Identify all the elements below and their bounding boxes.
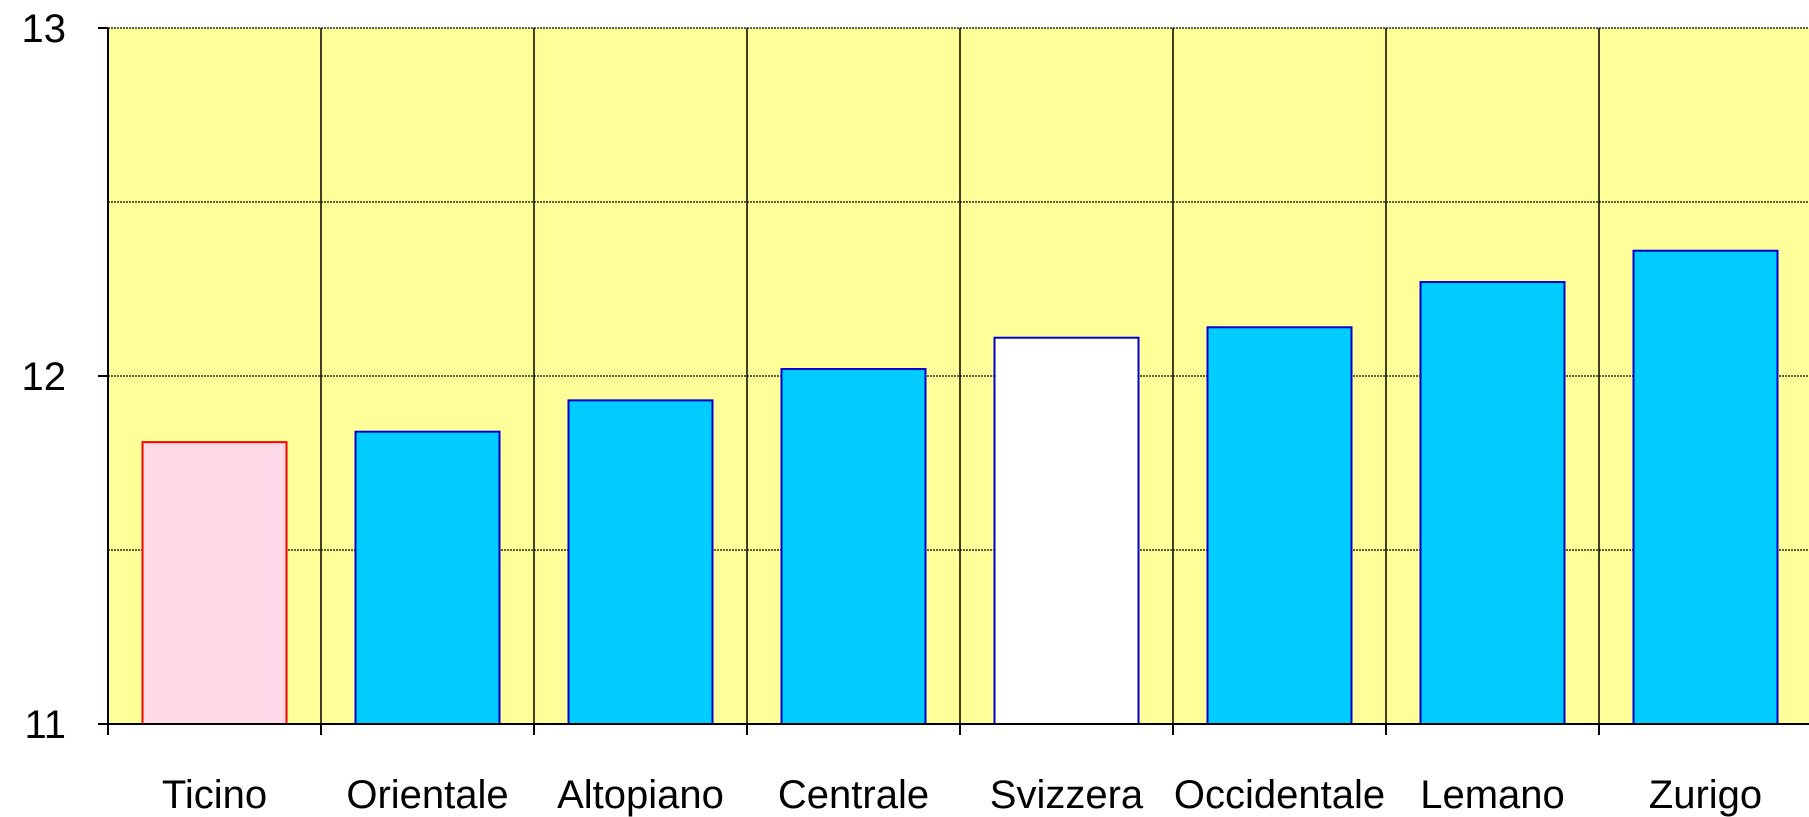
vertical-gridlines <box>320 28 1600 724</box>
bars <box>141 249 1779 725</box>
bar-occidentale <box>1206 326 1353 725</box>
x-axis-labels: Ticino Orientale Altopiano Centrale Svizzera… <box>162 773 1762 817</box>
x-tick-label-altopiano: Altopiano <box>557 773 724 817</box>
x-tick-label-svizzera: Svizzera <box>990 773 1144 817</box>
bar-centrale <box>780 368 927 725</box>
bar-zurigo <box>1632 249 1779 725</box>
x-tick-label-orientale: Orientale <box>346 773 508 817</box>
y-axis-ticks <box>98 27 108 725</box>
x-tick-label-centrale: Centrale <box>778 773 929 817</box>
y-tick-label: 13 <box>22 7 67 51</box>
y-axis-labels: 11 12 13 <box>22 7 67 747</box>
x-tick-label-zurigo: Zurigo <box>1649 773 1762 817</box>
y-tick-label: 12 <box>22 355 67 399</box>
y-tick-label: 11 <box>24 703 66 747</box>
bar-altopiano <box>567 399 714 725</box>
bar-orientale <box>354 430 501 725</box>
bar-svizzera <box>993 336 1140 725</box>
bar-lemano <box>1419 281 1566 725</box>
x-tick-label-ticino: Ticino <box>162 773 267 817</box>
x-tick-label-occidentale: Occidentale <box>1174 773 1385 817</box>
x-tick-label-lemano: Lemano <box>1420 773 1565 817</box>
x-axis-ticks <box>107 724 1600 735</box>
bar-ticino <box>141 441 288 725</box>
